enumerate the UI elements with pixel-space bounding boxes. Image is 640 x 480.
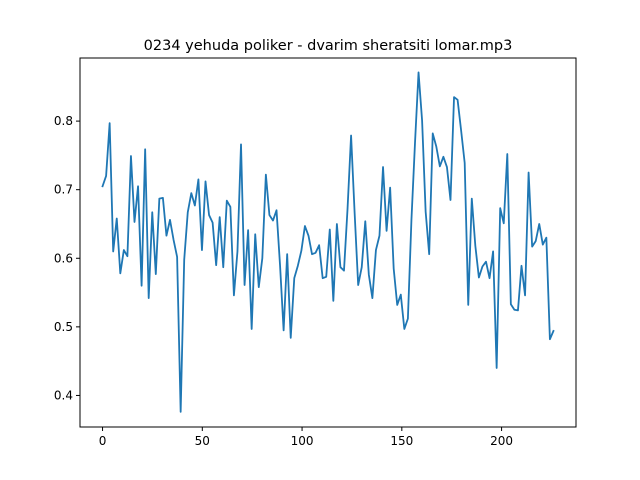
plot-frame (79, 57, 577, 428)
chart-title: 0234 yehuda poliker - dvarim sheratsiti … (144, 38, 513, 54)
y-tick-label: 0.5 (54, 320, 73, 334)
y-tick-label: 0.7 (54, 183, 73, 197)
series-line (101, 71, 555, 413)
x-tick-label: 50 (195, 434, 210, 448)
x-tick-label: 100 (291, 434, 314, 448)
y-axis: 0.4 0.5 0.6 0.7 0.8 (54, 114, 80, 402)
x-tick-label: 0 (99, 434, 107, 448)
y-tick-label: 0.6 (54, 251, 73, 265)
x-tick-label: 150 (390, 434, 413, 448)
x-axis: 0 50 100 150 200 (99, 427, 513, 448)
y-tick-label: 0.8 (54, 114, 73, 128)
y-tick-label: 0.4 (54, 388, 73, 402)
x-tick-label: 200 (490, 434, 513, 448)
